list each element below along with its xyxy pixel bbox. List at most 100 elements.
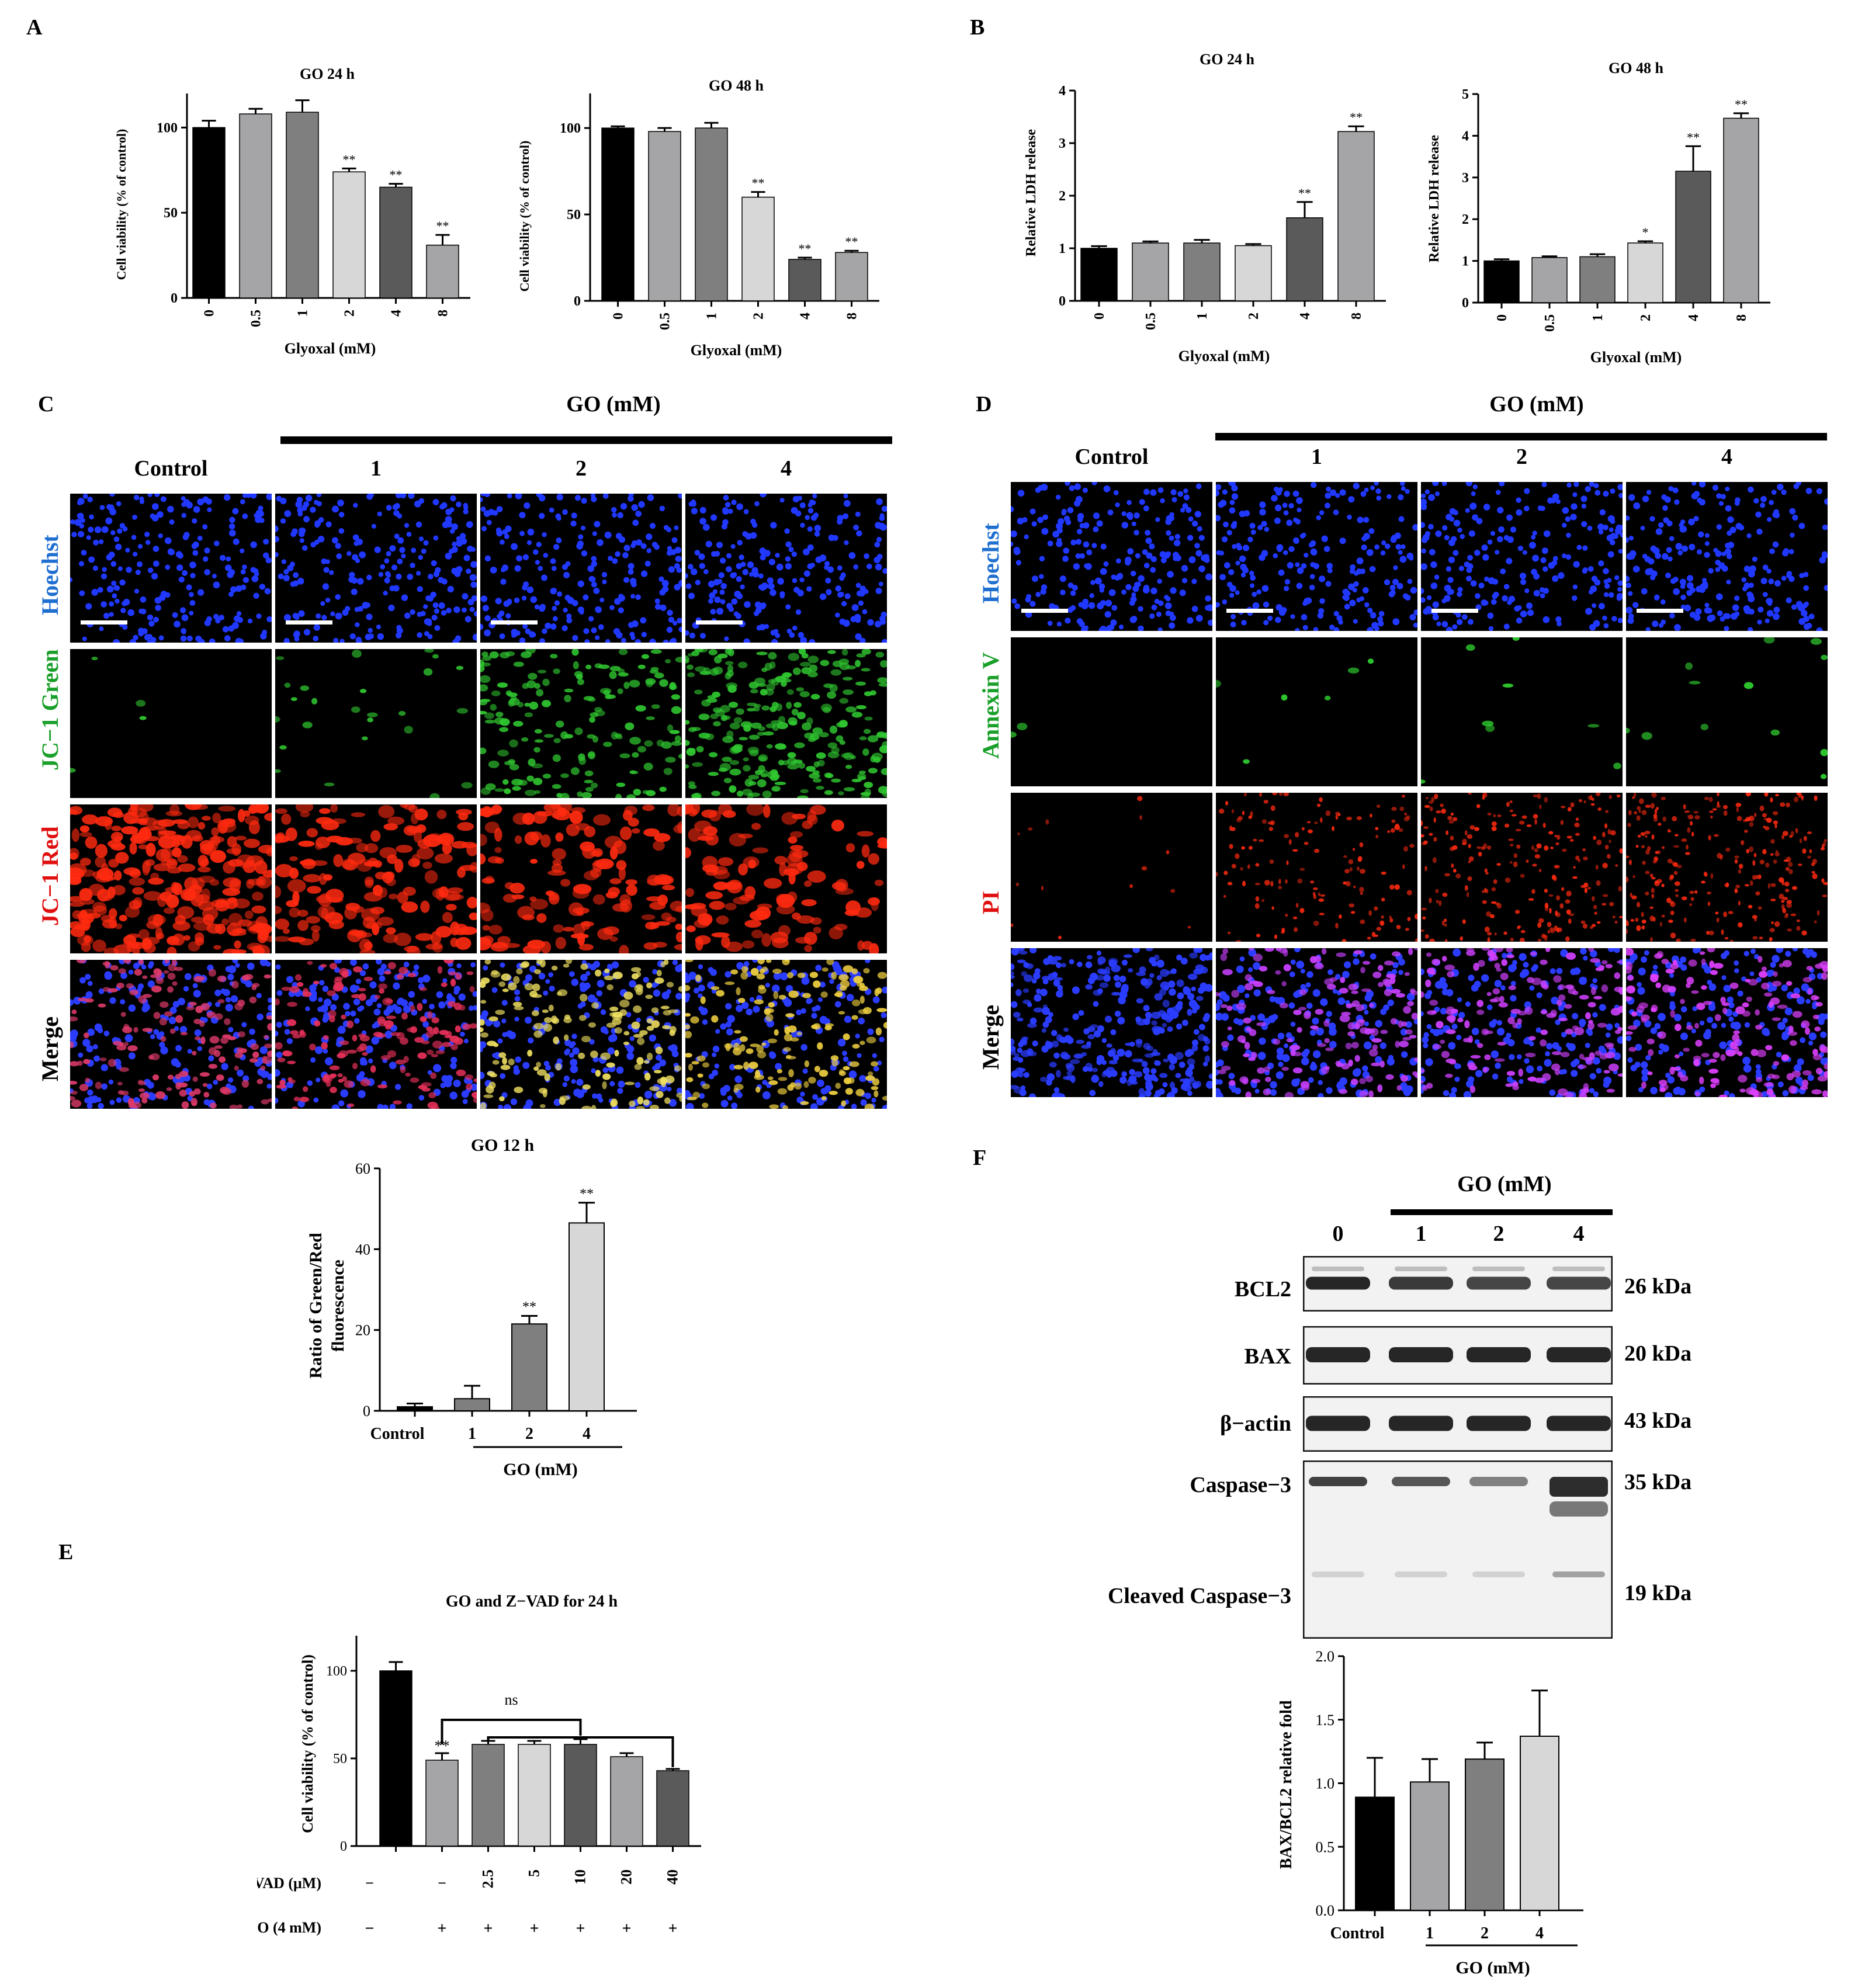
y-axis-title: Ratio of Green/Red: [306, 1233, 325, 1379]
y-tick-label: 50: [567, 207, 581, 223]
column-label: 4: [781, 456, 792, 481]
column-label: 1: [370, 456, 382, 481]
row-label: JC−1 Green: [37, 648, 63, 771]
band: [1389, 1347, 1453, 1362]
go-value: −: [365, 1920, 375, 1938]
bar: [1465, 1758, 1505, 1911]
x-tick-label: 4: [1298, 313, 1313, 320]
panel-label-d: D: [976, 392, 992, 417]
panel-label-f: F: [973, 1146, 987, 1170]
y-tick-label: 50: [333, 1751, 347, 1767]
bar: [1520, 1736, 1559, 1911]
d-header: GO (mM): [1489, 392, 1584, 417]
y-axis-title-2: fluorescence: [328, 1260, 348, 1352]
band-cleaved: [1312, 1571, 1364, 1577]
bar: [454, 1398, 490, 1411]
significance-label: **: [436, 218, 449, 233]
bar: [1286, 217, 1323, 301]
x-tick-label: 2: [342, 310, 358, 317]
x-tick-label: 0: [1092, 313, 1107, 320]
chart-title: GO 12 h: [471, 1136, 535, 1155]
y-tick-label: 60: [355, 1160, 370, 1177]
micrograph-tile: [1626, 482, 1828, 631]
bar: [835, 252, 868, 301]
bar: [564, 1744, 597, 1847]
significance-label: **: [799, 241, 812, 256]
x-tick-label: 1: [1195, 313, 1210, 320]
y-tick-label: 3: [1059, 136, 1066, 151]
chart-title: GO and Z−VAD for 24 h: [446, 1593, 618, 1611]
chart-title: GO 48 h: [709, 77, 764, 94]
bar: [426, 244, 459, 299]
bar: [741, 196, 775, 301]
y-tick-label: 1.5: [1316, 1712, 1335, 1729]
y-tick-label: 3: [1462, 171, 1469, 186]
x-tick-label: 0.5: [249, 310, 264, 327]
kda-label: 20 kDa: [1624, 1341, 1692, 1366]
micrograph-tile: [275, 649, 477, 798]
micrograph-tile: [1011, 482, 1212, 631]
scale-bar: [491, 620, 538, 624]
band-caspase3: [1392, 1477, 1450, 1486]
x-tick-label: 0: [202, 310, 217, 317]
zvad-value: 20: [618, 1869, 635, 1885]
bar: [1183, 242, 1221, 301]
bar: [518, 1744, 551, 1847]
row-label: Hoechst: [37, 534, 63, 615]
bar: [788, 259, 821, 301]
micrograph-tile: [70, 494, 272, 643]
scale-bar: [286, 620, 332, 624]
zvad-value: 40: [664, 1869, 681, 1885]
chart-b-go48h: 0 1 2 3 4 5 0 0.5 1 * 2 ** 4 ** 8 GO 48 h Glyoxal (mM) Re…: [1427, 60, 1770, 366]
y-tick-label: 2: [1462, 212, 1469, 227]
x-tick-label: 0.5: [1542, 314, 1558, 332]
x-axis-title: GO (mM): [503, 1460, 577, 1479]
bar: [332, 171, 366, 299]
chart-b-go24h: 0 1 2 3 4 0 0.5 1 2 ** 4 ** 8 GO 24 h Glyoxal (mM) Rela…: [1024, 51, 1386, 365]
x-tick-label: 2: [1481, 1924, 1489, 1942]
scale-bar: [696, 620, 743, 624]
band: [1467, 1276, 1531, 1290]
micrograph-tile: [1216, 482, 1417, 631]
chart-title: GO 24 h: [1200, 51, 1254, 68]
go-value: +: [484, 1920, 493, 1938]
band: [1389, 1415, 1453, 1431]
band: [1306, 1415, 1370, 1431]
bar: [239, 113, 272, 299]
chart-title: GO 48 h: [1609, 60, 1663, 77]
y-tick-label: 5: [1462, 87, 1469, 102]
x-tick-label: 4: [1535, 1924, 1544, 1942]
micrograph-tile: [1011, 793, 1212, 942]
bar: [1723, 117, 1759, 303]
bar: [472, 1744, 505, 1847]
x-tick-label: 1: [1426, 1924, 1434, 1942]
micrograph-tile: [685, 649, 887, 798]
y-tick-label: 0: [574, 294, 581, 309]
x-axis-title: Glyoxal (mM): [1178, 348, 1270, 365]
bar: [601, 127, 635, 301]
western-header: GO (mM): [1457, 1172, 1552, 1196]
bar: [569, 1222, 605, 1411]
micrograph-tile: [1216, 793, 1417, 942]
x-tick-label: 8: [1734, 314, 1749, 321]
significance-label: **: [1350, 110, 1363, 124]
x-axis-title: Glyoxal (mM): [285, 340, 376, 357]
blot-membrane: [1303, 1460, 1613, 1639]
panel-label-a: A: [26, 15, 43, 40]
x-tick-label: 1: [296, 310, 311, 317]
x-tick-label: 1: [1590, 314, 1606, 321]
row-label: JC−1 Red: [37, 825, 63, 926]
band: [1389, 1276, 1453, 1290]
zvad-row-label: Z−VAD (μM): [257, 1875, 321, 1892]
scale-bar: [1226, 609, 1273, 613]
bar: [656, 1770, 689, 1847]
micrograph-tile: [480, 960, 682, 1109]
micrograph-tile: [1421, 793, 1623, 942]
zvad-value: −: [365, 1875, 374, 1892]
y-tick-label: 0: [1462, 296, 1469, 311]
micrograph-tile: [1011, 948, 1212, 1097]
y-tick-label: 0: [1059, 294, 1066, 309]
kda-label: 43 kDa: [1624, 1408, 1692, 1433]
zvad-value: 10: [572, 1869, 589, 1885]
row-label: Merge: [37, 1016, 63, 1081]
